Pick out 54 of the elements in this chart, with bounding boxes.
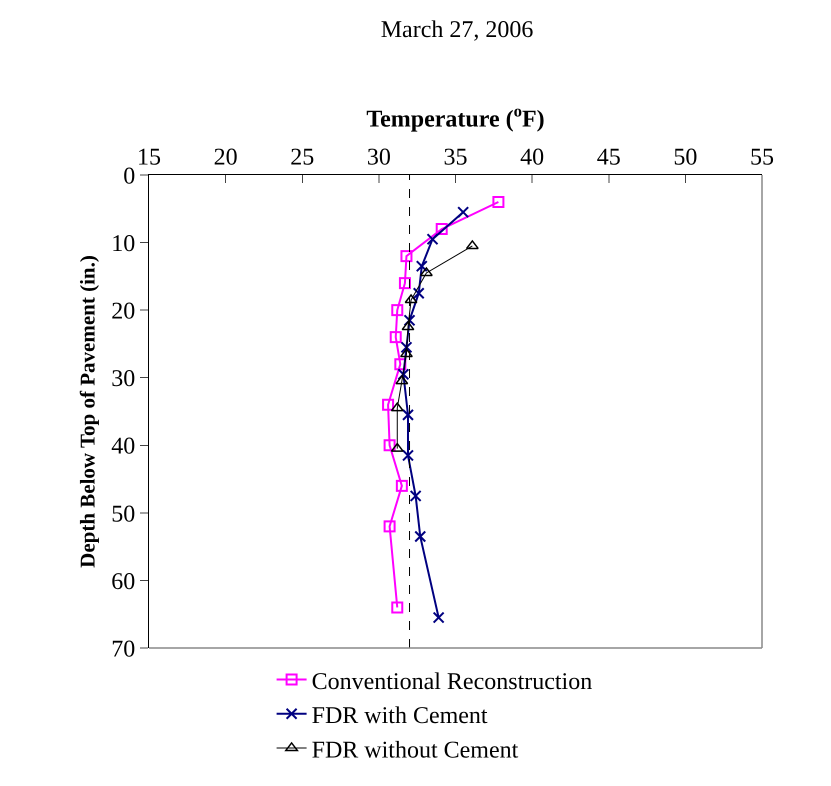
y-tick-label: 70 xyxy=(111,636,136,662)
y-tick-label: 60 xyxy=(111,568,136,595)
point xyxy=(436,223,448,236)
point xyxy=(391,304,404,316)
point xyxy=(402,449,414,462)
point xyxy=(397,368,410,380)
point xyxy=(400,250,412,262)
point xyxy=(414,530,426,543)
legend-label: FDR with Cement xyxy=(312,703,488,730)
point xyxy=(492,196,504,208)
y-axis-title: Depth Below Top of Pavement (in.) xyxy=(75,255,100,568)
legend-label: FDR without Cement xyxy=(312,737,519,764)
x-tick-label: 55 xyxy=(750,144,774,170)
point xyxy=(432,612,445,624)
point xyxy=(396,480,408,492)
y-tick-label: 50 xyxy=(111,501,136,528)
y-tick-label: 40 xyxy=(111,434,136,460)
point xyxy=(391,601,404,614)
point xyxy=(426,233,439,246)
x-tick-label: 35 xyxy=(444,144,468,170)
point xyxy=(394,358,406,370)
chart-title: March 27, 2006 xyxy=(380,16,534,43)
x-tick-label: 40 xyxy=(520,144,544,170)
x-axis-title: Temperature ($^{o}$F) xyxy=(366,101,545,132)
point xyxy=(395,375,408,384)
x-tick-label: 25 xyxy=(290,144,314,170)
point xyxy=(384,520,396,532)
x-tick-label: 15 xyxy=(137,144,161,170)
point xyxy=(466,240,479,250)
point xyxy=(404,294,418,304)
point xyxy=(390,402,404,412)
point xyxy=(390,331,402,344)
point xyxy=(390,442,404,452)
point xyxy=(402,408,414,421)
x-tick-label: 20 xyxy=(214,144,238,170)
point xyxy=(400,348,413,358)
x-tick-label: 50 xyxy=(673,144,698,170)
point xyxy=(382,398,394,411)
point xyxy=(384,439,396,452)
x-tick-label: 30 xyxy=(366,144,391,170)
y-tick-label: 0 xyxy=(123,163,136,190)
y-tick-label: 30 xyxy=(111,366,136,392)
point xyxy=(404,314,416,326)
point xyxy=(398,277,411,290)
y-tick-label: 10 xyxy=(111,230,136,257)
y-tick-label: 20 xyxy=(111,298,136,325)
point xyxy=(457,206,470,218)
point xyxy=(400,341,412,354)
legend-label: Conventional Reconstruction xyxy=(312,668,592,695)
x-tick-label: 45 xyxy=(596,144,621,170)
point xyxy=(416,260,428,272)
point xyxy=(412,287,425,300)
point xyxy=(410,490,422,502)
point xyxy=(420,267,433,276)
